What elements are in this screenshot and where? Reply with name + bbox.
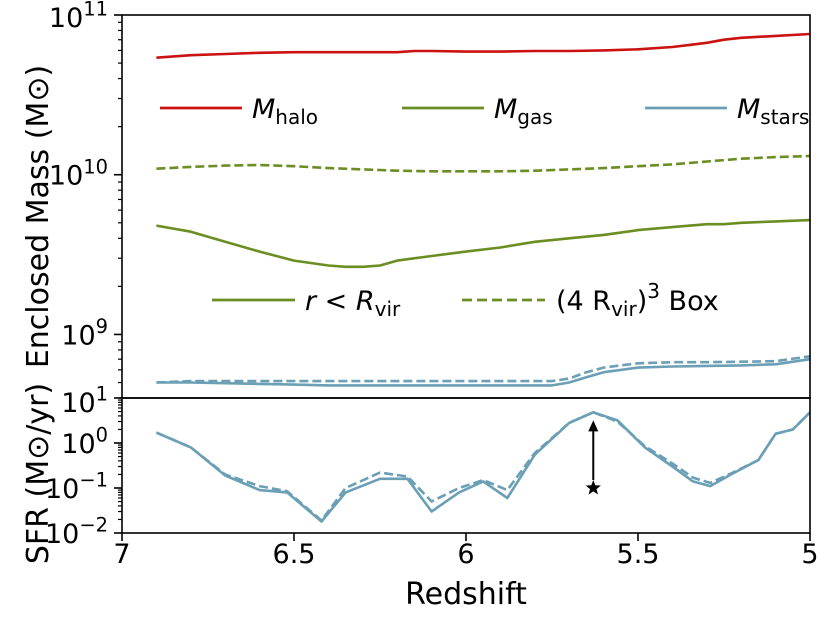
- series-line-halo_box: [156, 32, 811, 59]
- star-marker-icon: [585, 480, 601, 495]
- mass-legend: Mhalo Mgas Mstars r < Rvir (4 Rvir)3 Box: [160, 94, 809, 321]
- x-tick-label: 5: [801, 539, 818, 570]
- mass-y-ticks: 109 1010 1011: [49, 0, 122, 399]
- sfr-y-tick-label: 10−2: [45, 514, 108, 550]
- series-line-sfr_box: [155, 411, 811, 522]
- sfr-curves: [155, 411, 811, 523]
- series-line-stars_box: [156, 355, 811, 384]
- sfr-y-tick-label: 100: [61, 424, 108, 460]
- annotation-arrow-head: [588, 420, 599, 432]
- mass-y-tick-label: 1011: [49, 0, 108, 34]
- x-tick-label: 7: [113, 539, 130, 570]
- mass-y-axis-label: Enclosed Mass (M⊙): [21, 65, 56, 368]
- sfr-y-axis-label: SFR (M⊙/yr): [21, 383, 56, 564]
- sfr-panel: 10−2 10−1 100 101 7 6.5 6 5.5 5 SFR (M⊙/yr) Red…: [21, 383, 819, 612]
- mass-y-tick-label: 109: [61, 315, 108, 351]
- x-tick-label: 6.5: [273, 539, 316, 570]
- x-tick-label: 5.5: [617, 539, 660, 570]
- series-line-sfr_vir: [155, 411, 811, 523]
- x-axis-label: Redshift: [405, 577, 527, 612]
- series-line-gas_box: [156, 154, 811, 173]
- sfr-plot-frame: [121, 397, 811, 534]
- legend-label-stars: Mstars: [737, 94, 809, 129]
- series-line-gas_vir: [156, 218, 811, 269]
- sfr-y-ticks: 10−2 10−1 100 101: [45, 383, 122, 550]
- x-ticks: 7 6.5 6 5.5 5: [113, 533, 819, 570]
- sfr-annotation: [585, 420, 601, 495]
- sfr-y-tick-label: 10−1: [45, 469, 108, 505]
- mass-curves: [156, 32, 811, 387]
- mass-panel: 109 1010 1011 Mhalo Mgas Mstars r < Rvir (4 Rv…: [21, 0, 811, 399]
- legend-label-halo: Mhalo: [252, 94, 318, 129]
- sfr-y-tick-label: 101: [61, 383, 108, 419]
- legend-label-vir: r < Rvir: [305, 286, 401, 321]
- series-line-stars_vir: [156, 357, 811, 387]
- mass-y-tick-label: 1010: [49, 155, 108, 191]
- mass-plot-frame: [121, 14, 811, 399]
- x-tick-label: 6: [457, 539, 474, 570]
- legend-label-box: (4 Rvir)3 Box: [556, 279, 719, 321]
- legend-label-gas: Mgas: [494, 94, 553, 129]
